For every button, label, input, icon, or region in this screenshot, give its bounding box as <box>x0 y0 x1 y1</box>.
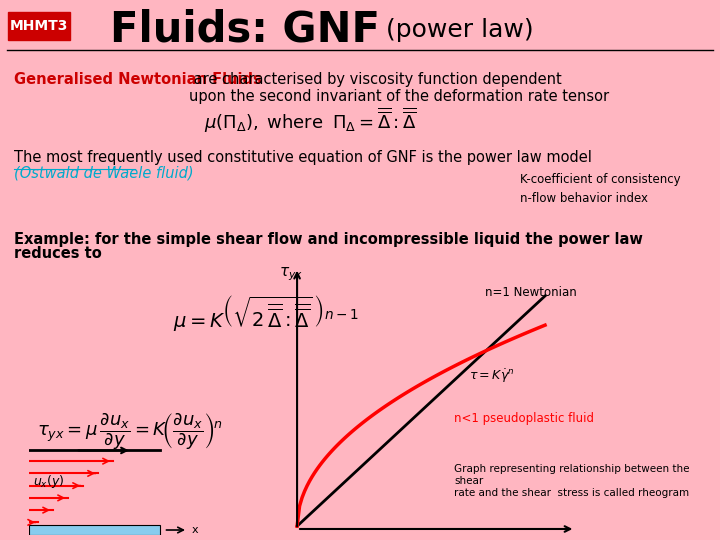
Text: (power law): (power law) <box>378 18 534 42</box>
Text: The most frequently used constitutive equation of GNF is the power law model: The most frequently used constitutive eq… <box>14 150 592 165</box>
Text: $u_x(y)$: $u_x(y)$ <box>32 472 64 490</box>
Polygon shape <box>29 525 160 535</box>
Text: (Ostwald de Waele fluid): (Ostwald de Waele fluid) <box>14 166 194 181</box>
Text: n-flow behavior index: n-flow behavior index <box>520 192 648 205</box>
Text: K-coefficient of consistency: K-coefficient of consistency <box>520 173 680 186</box>
Bar <box>8 12 70 40</box>
Text: $\mu(\Pi_{\Delta}),\;$$\mathrm{where}\;\; \Pi_{\Delta} = \overline{\overline{\De: $\mu(\Pi_{\Delta}),\;$$\mathrm{where}\;\… <box>204 105 416 135</box>
Text: $\tau_{yx}$: $\tau_{yx}$ <box>279 265 303 283</box>
Text: $\tau_{yx} = \mu\,\dfrac{\partial u_x}{\partial y} = K\!\left(\dfrac{\partial u_: $\tau_{yx} = \mu\,\dfrac{\partial u_x}{\… <box>37 411 222 452</box>
Text: reduces to: reduces to <box>14 246 102 261</box>
Text: Generalised Newtonian Fluids: Generalised Newtonian Fluids <box>14 72 262 87</box>
Text: $\tau = K\dot{\gamma}^n$: $\tau = K\dot{\gamma}^n$ <box>469 368 515 385</box>
Text: are characterised by viscosity function dependent
upon the second invariant of t: are characterised by viscosity function … <box>189 72 609 104</box>
Text: x: x <box>192 525 198 535</box>
Text: n<1 pseudoplastic fluid: n<1 pseudoplastic fluid <box>454 412 594 426</box>
Text: n=1 Newtonian: n=1 Newtonian <box>485 286 576 299</box>
Text: MHMT3: MHMT3 <box>10 19 68 33</box>
Text: Example: for the simple shear flow and incompressible liquid the power law: Example: for the simple shear flow and i… <box>14 232 643 247</box>
Text: Fluids: GNF: Fluids: GNF <box>110 9 380 51</box>
Text: Graph representing relationship between the shear
rate and the shear  stress is : Graph representing relationship between … <box>454 464 690 497</box>
Text: $\mu = K \left(\sqrt{2\,\overline{\overline{\Delta}}:\overline{\overline{\Delta}: $\mu = K \left(\sqrt{2\,\overline{\overl… <box>174 293 359 333</box>
